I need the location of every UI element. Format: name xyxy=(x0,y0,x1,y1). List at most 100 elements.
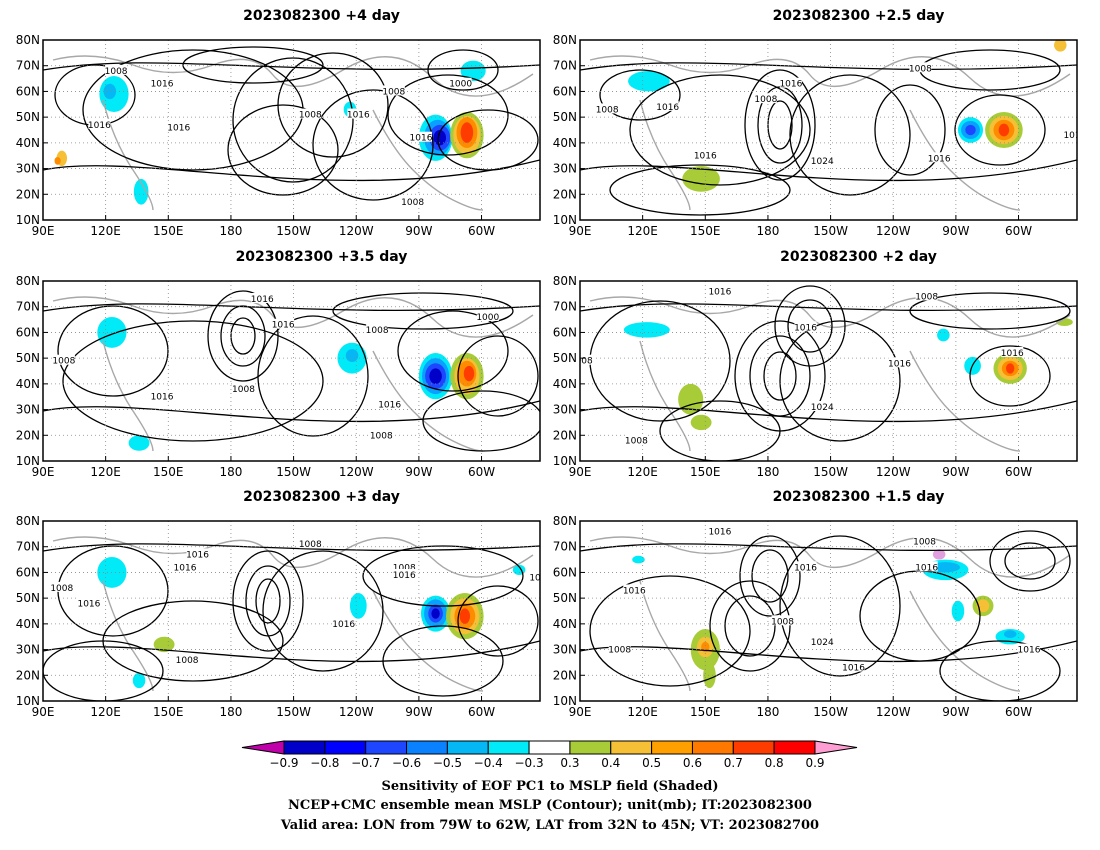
x-tick-label: 150E xyxy=(153,705,184,719)
y-tick-label: 10N xyxy=(553,213,577,227)
mslp-contour xyxy=(744,69,816,181)
colorbar-swatch xyxy=(446,740,489,755)
x-tick-label: 150E xyxy=(690,465,721,479)
sensitivity-shade xyxy=(998,123,1010,137)
sensitivity-shade xyxy=(951,600,965,622)
contour-label-bg xyxy=(794,321,817,332)
x-tick-label: 60W xyxy=(468,224,495,238)
colorbar-high-arrow xyxy=(814,740,858,755)
contour-label: 1008 xyxy=(754,95,777,105)
x-tick-label: 90E xyxy=(569,705,592,719)
mslp-contour xyxy=(427,49,499,91)
contour-label-bg xyxy=(580,354,596,365)
x-tick-label: 90E xyxy=(32,465,55,479)
y-tick-label: 10N xyxy=(16,454,40,468)
contour-label: 1016 xyxy=(410,134,433,144)
colorbar-swatch xyxy=(406,740,448,755)
contour-label-bg xyxy=(909,62,932,73)
contour-label: 008 xyxy=(576,357,593,367)
x-tick-label: 150E xyxy=(153,465,184,479)
sensitivity-shade xyxy=(1054,40,1067,52)
mslp-contour xyxy=(230,317,256,355)
y-tick-label: 40N xyxy=(553,617,577,631)
mslp-contour xyxy=(457,585,539,657)
mslp-contour xyxy=(255,578,281,624)
x-tick-label: 60W xyxy=(1005,465,1032,479)
colorbar-label: 0.8 xyxy=(765,756,784,770)
y-tick-label: 60N xyxy=(553,565,577,579)
contour-label-bg xyxy=(915,561,938,572)
contour-label-bg xyxy=(1001,347,1024,357)
contour-label: 1016 xyxy=(928,154,951,164)
contour-label-bg xyxy=(794,561,817,572)
sensitivity-shade xyxy=(153,636,175,653)
mslp-contour xyxy=(232,550,304,652)
mslp-contour xyxy=(387,74,509,156)
contour-label-bg xyxy=(526,571,540,582)
contour-label: 1008 xyxy=(366,326,389,336)
x-tick-label: 180 xyxy=(756,705,779,719)
contour-label: 1016 xyxy=(708,287,731,297)
contour-label: 1008 xyxy=(105,67,128,77)
sensitivity-shade xyxy=(103,83,117,100)
x-tick-label: 90E xyxy=(569,224,592,238)
panel-background xyxy=(580,521,1077,701)
y-tick-label: 70N xyxy=(553,59,577,73)
contour-label-bg xyxy=(754,93,777,104)
contour-label-bg xyxy=(393,569,416,579)
contour-label-bg xyxy=(449,77,472,88)
contour-label: 1016 xyxy=(393,571,416,581)
mslp-contour xyxy=(599,69,681,121)
mslp-contour xyxy=(724,595,776,657)
y-tick-label: 70N xyxy=(553,300,577,314)
mslp-contour xyxy=(751,549,789,603)
mslp-contour xyxy=(779,535,901,677)
mslp-contour xyxy=(232,57,354,183)
sensitivity-shade xyxy=(459,608,471,624)
x-tick-label: 60W xyxy=(468,465,495,479)
x-tick-label: 150W xyxy=(813,465,848,479)
mslp-contour xyxy=(629,74,811,186)
sensitivity-shade xyxy=(965,124,976,136)
contour-label-bg xyxy=(888,357,911,368)
contour-label: 1016 xyxy=(378,400,401,410)
x-tick-label: 90W xyxy=(942,224,969,238)
mslp-contour xyxy=(257,315,369,437)
y-tick-label: 80N xyxy=(553,274,577,288)
contour-label-bg xyxy=(708,285,731,296)
contour-label-bg xyxy=(708,525,731,536)
contour-label: 1016 xyxy=(88,121,111,131)
sensitivity-shade xyxy=(932,549,946,560)
sensitivity-shade xyxy=(1003,630,1017,639)
contour-label: 1008 xyxy=(913,538,936,548)
x-tick-label: 150W xyxy=(276,705,311,719)
contour-label: 1024 xyxy=(811,638,834,648)
contour-label: 1008 xyxy=(608,646,631,656)
contour-label: 1016 xyxy=(174,563,197,573)
contour-label-bg xyxy=(378,398,401,409)
y-tick-label: 50N xyxy=(553,351,577,365)
contour-label: 1008 xyxy=(909,64,932,74)
y-tick-label: 70N xyxy=(16,540,40,554)
mslp-contour xyxy=(1004,542,1056,580)
contour-label: 1008 xyxy=(232,385,255,395)
y-tick-label: 30N xyxy=(16,643,40,657)
x-tick-label: 120E xyxy=(90,224,121,238)
contour-label: 1016 xyxy=(842,664,865,674)
y-tick-label: 60N xyxy=(553,325,577,339)
sensitivity-shade xyxy=(937,328,950,342)
panel-plot-area: 1016 1008 1016 1016 1024 008 1008 1016 xyxy=(576,281,1077,461)
colorbar-swatch xyxy=(569,740,612,755)
contour-label-bg xyxy=(915,290,938,301)
contour-label-bg xyxy=(77,597,100,608)
x-tick-label: 150W xyxy=(813,224,848,238)
coastline xyxy=(52,55,534,97)
colorbar-label: 0.5 xyxy=(642,756,661,770)
contour-label-bg xyxy=(928,152,951,163)
contour-label-bg xyxy=(811,401,834,411)
mslp-contour xyxy=(874,84,946,176)
x-tick-label: 90W xyxy=(405,465,432,479)
